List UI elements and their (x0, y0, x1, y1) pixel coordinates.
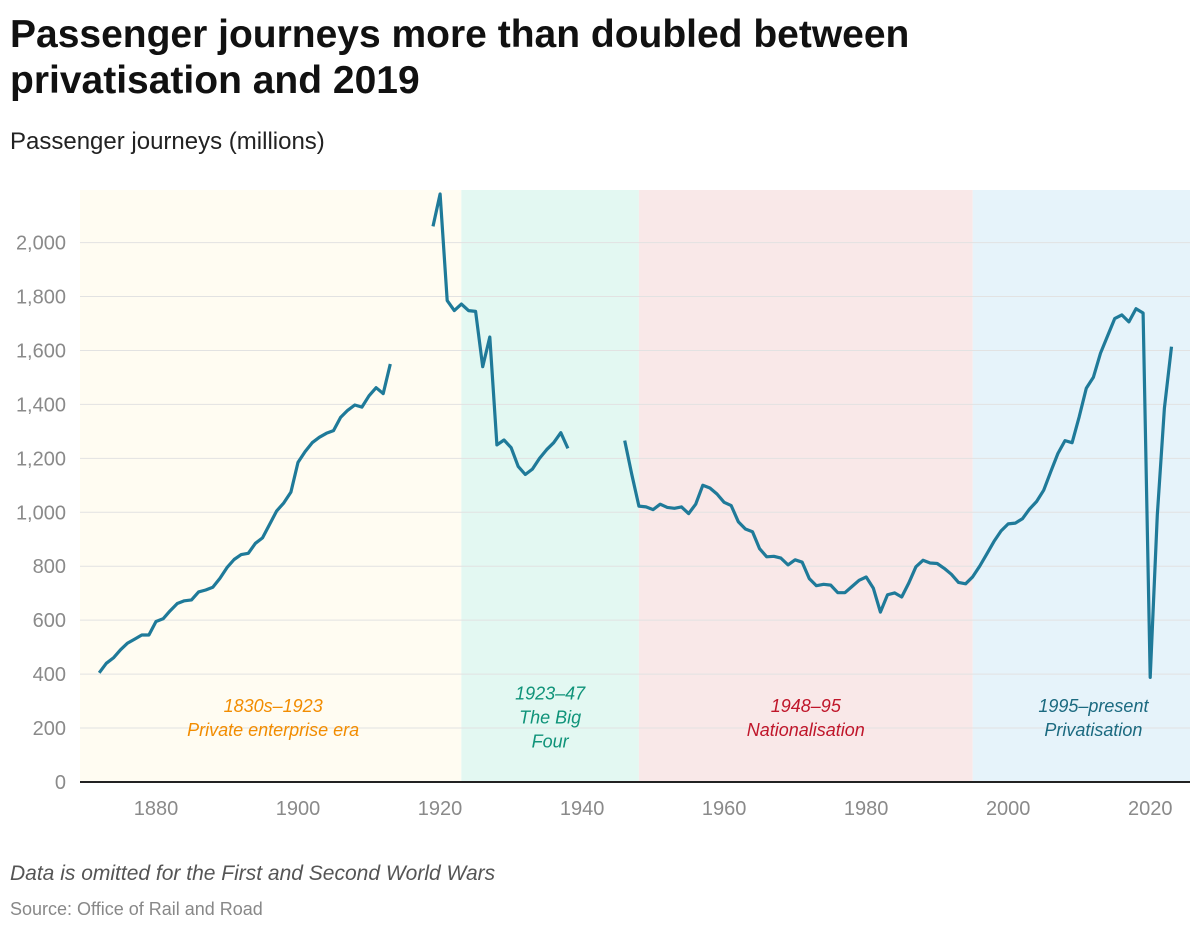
period-band (972, 190, 1190, 782)
series-line (623, 307, 1174, 680)
y-tick-label: 800 (33, 556, 66, 578)
series-line (97, 363, 392, 674)
x-tick-label: 1940 (560, 798, 605, 820)
x-tick-label: 1960 (702, 798, 747, 820)
x-tick-label: 2000 (986, 798, 1031, 820)
period-label-line: Nationalisation (747, 720, 865, 740)
y-tick-label: 2,000 (16, 233, 66, 255)
x-tick-label: 1980 (844, 798, 889, 820)
source-note: Source: Office of Rail and Road (10, 899, 263, 919)
x-axis: 1880 1900 1920 1940 1960 1980 2000 2020 (80, 781, 1190, 820)
chart-subtitle: Passenger journeys (millions) (10, 128, 325, 155)
period-label: 1948–95 Nationalisation (747, 696, 865, 740)
period-label-line: Four (532, 732, 570, 752)
y-tick-label: 400 (33, 664, 66, 686)
y-tick-label: 1,400 (16, 394, 66, 416)
period-bands (80, 190, 1190, 782)
y-tick-label: 1,600 (16, 340, 66, 362)
period-label-line: 1923–47 (515, 684, 586, 704)
period-label: 1830s–1923 Private enterprise era (187, 696, 359, 740)
period-label-line: Private enterprise era (187, 720, 359, 740)
gridlines (80, 242, 1190, 729)
x-tick-label: 1880 (134, 798, 179, 820)
period-label: 1923–47 The Big Four (515, 684, 586, 752)
y-tick-label: 1,200 (16, 448, 66, 470)
y-tick-label: 200 (33, 718, 66, 740)
period-label-line: 1830s–1923 (224, 696, 323, 716)
footnote: Data is omitted for the First and Second… (10, 862, 496, 885)
series-line (431, 192, 570, 477)
period-band (80, 190, 462, 782)
period-band (638, 190, 973, 782)
period-band (461, 190, 639, 782)
period-label-line: The Big (519, 708, 581, 728)
y-tick-label: 1,000 (16, 502, 66, 524)
x-tick-label: 1900 (276, 798, 321, 820)
x-tick-label: 2020 (1128, 798, 1173, 820)
period-annotations: 1830s–1923 Private enterprise era 1923–47 T… (187, 684, 1149, 752)
period-label: 1995–present Privatisation (1038, 696, 1149, 740)
y-axis: 0 200 400 600 800 1,000 1,200 1,400 1,600 1,800 2,… (16, 233, 66, 794)
period-label-line: 1995–present (1038, 696, 1149, 716)
x-tick-label: 1920 (418, 798, 463, 820)
series-lines (97, 192, 1174, 680)
period-label-line: Privatisation (1044, 720, 1142, 740)
y-tick-label: 600 (33, 610, 66, 632)
y-tick-label: 1,800 (16, 287, 66, 309)
period-label-line: 1948–95 (771, 696, 842, 716)
chart-title: Passenger journeys more than doubled bet… (10, 13, 910, 102)
y-tick-label: 0 (55, 772, 66, 794)
